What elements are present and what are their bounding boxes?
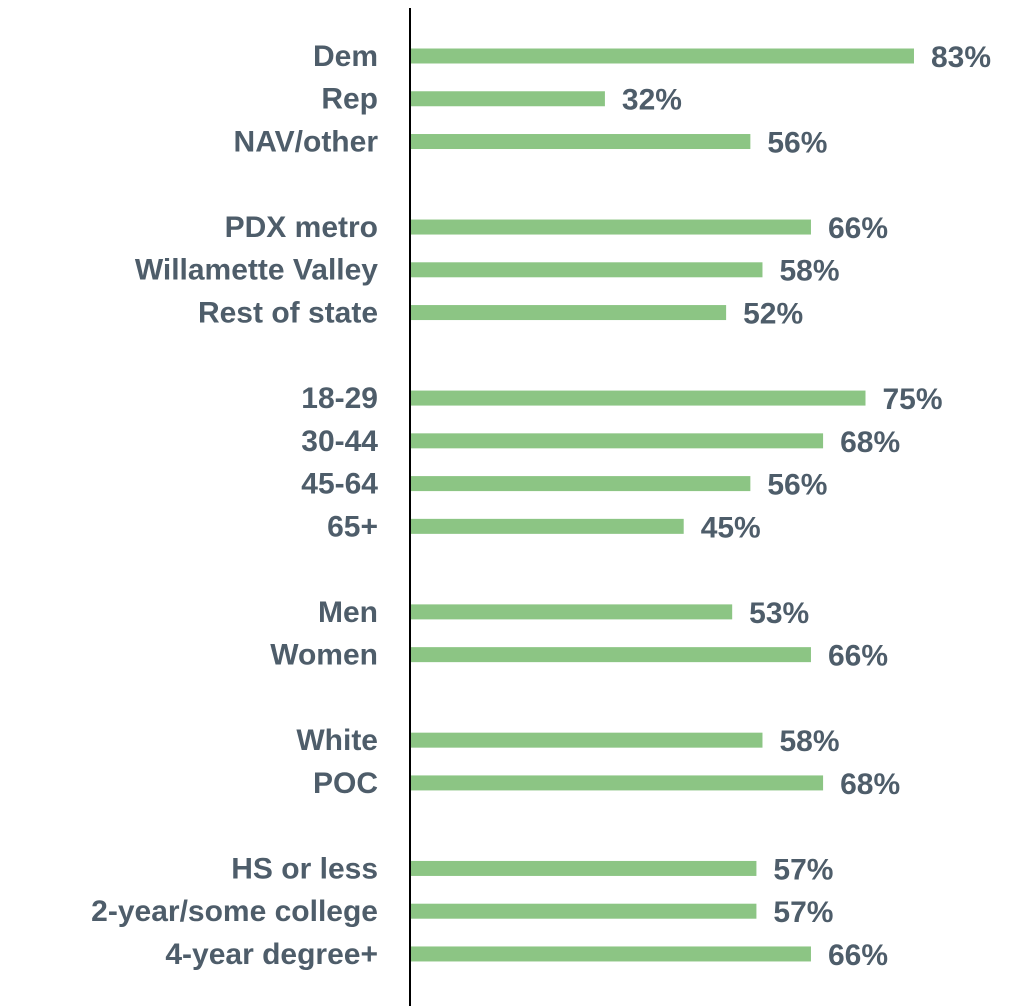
bar xyxy=(411,732,763,748)
bar xyxy=(411,390,866,406)
bar xyxy=(411,91,605,107)
bar xyxy=(411,433,824,449)
bar xyxy=(411,305,727,321)
category-label: 30-44 xyxy=(301,425,378,458)
category-label: 2-year/some college xyxy=(91,895,378,928)
value-label: 68% xyxy=(840,768,900,801)
bar xyxy=(411,903,757,919)
category-label: Rep xyxy=(321,83,378,116)
bar xyxy=(411,134,751,150)
category-label: Men xyxy=(318,596,378,629)
bar xyxy=(411,219,811,235)
value-label: 58% xyxy=(779,725,839,758)
value-label: 66% xyxy=(828,640,888,673)
value-label: 66% xyxy=(828,939,888,972)
value-label: 57% xyxy=(773,853,833,886)
value-label: 53% xyxy=(749,597,809,630)
bar xyxy=(411,946,811,962)
value-label: 75% xyxy=(883,383,943,416)
category-label: 4-year degree+ xyxy=(165,938,378,971)
value-label: 52% xyxy=(743,297,803,330)
value-label: 56% xyxy=(767,469,827,502)
bar xyxy=(411,476,751,492)
value-label: 45% xyxy=(701,511,761,544)
category-label: Willamette Valley xyxy=(135,254,378,287)
category-label: 18-29 xyxy=(301,382,378,415)
category-label: White xyxy=(296,724,378,757)
bar xyxy=(411,860,757,876)
category-label: Women xyxy=(270,639,378,672)
value-label: 66% xyxy=(828,212,888,245)
bar xyxy=(411,604,733,620)
category-label: 65+ xyxy=(327,510,378,543)
category-label: PDX metro xyxy=(225,211,378,244)
value-label: 56% xyxy=(767,126,827,159)
bar xyxy=(411,262,763,278)
value-label: 83% xyxy=(931,41,991,74)
category-label: NAV/other xyxy=(234,125,379,158)
category-label: POC xyxy=(313,767,378,800)
category-label: HS or less xyxy=(231,852,378,885)
value-label: 57% xyxy=(773,896,833,929)
value-label: 32% xyxy=(622,84,682,117)
bar xyxy=(411,647,811,663)
category-label: Rest of state xyxy=(198,296,378,329)
value-label: 68% xyxy=(840,426,900,459)
bar xyxy=(411,48,914,64)
bar xyxy=(411,775,824,791)
category-label: 45-64 xyxy=(301,468,378,501)
category-label: Dem xyxy=(313,40,378,73)
bar xyxy=(411,518,684,534)
value-label: 58% xyxy=(779,255,839,288)
